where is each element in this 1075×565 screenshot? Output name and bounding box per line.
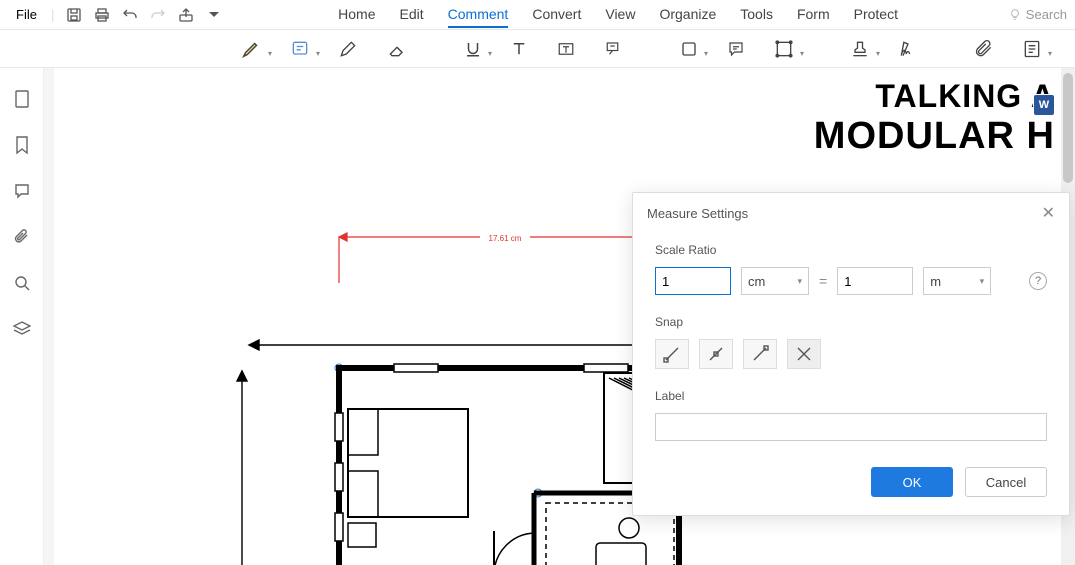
snap-path-button[interactable] <box>743 339 777 369</box>
tab-tools[interactable]: Tools <box>740 2 773 28</box>
highlighter-icon[interactable]: ▾ <box>240 36 262 62</box>
thumbnails-icon[interactable] <box>11 88 33 110</box>
comments-icon[interactable] <box>11 180 33 202</box>
tab-comment[interactable]: Comment <box>448 2 509 28</box>
scroll-thumb[interactable] <box>1063 73 1073 183</box>
tab-view[interactable]: View <box>605 2 635 28</box>
manage-comments-icon[interactable]: ▾ <box>1022 36 1042 62</box>
scale-value-1-input[interactable] <box>655 267 731 295</box>
search-area[interactable]: Search <box>1008 7 1067 22</box>
top-bar: File | Home Edit Comment Convert View Or… <box>0 0 1075 30</box>
dialog-titlebar[interactable]: Measure Settings ✕ <box>633 193 1069 233</box>
scale-unit-1-select[interactable]: cm▾ <box>741 267 809 295</box>
lightbulb-icon <box>1008 8 1022 22</box>
search-placeholder: Search <box>1026 7 1067 22</box>
measure-label: 17.61 cm <box>489 234 522 243</box>
floor-plan: 17.61 cm <box>184 153 704 565</box>
attachments-icon[interactable] <box>11 226 33 248</box>
print-icon[interactable] <box>90 3 114 27</box>
measure-settings-dialog: Measure Settings ✕ Scale Ratio cm▾ = m▾ … <box>632 192 1070 516</box>
tab-convert[interactable]: Convert <box>532 2 581 28</box>
measure-icon[interactable]: ▾ <box>774 36 794 62</box>
document-heading: TALKING A MODULAR H <box>814 78 1055 158</box>
pencil-icon[interactable] <box>338 36 358 62</box>
underline-icon[interactable]: ▾ <box>464 36 482 62</box>
snap-intersection-button[interactable] <box>787 339 821 369</box>
snap-label: Snap <box>655 315 1047 329</box>
tool-bar: ▾ ▾ ▾ ▾ ▾ ▾ <box>0 30 1075 68</box>
unit-1-value: cm <box>748 274 765 289</box>
eraser-icon[interactable] <box>386 36 408 62</box>
label-input[interactable] <box>655 413 1047 441</box>
tab-protect[interactable]: Protect <box>854 2 898 28</box>
signature-icon[interactable] <box>898 36 918 62</box>
main-tabs: Home Edit Comment Convert View Organize … <box>228 2 1007 28</box>
save-icon[interactable] <box>62 3 86 27</box>
scale-value-2-input[interactable] <box>837 267 913 295</box>
word-export-badge[interactable]: W <box>1033 94 1055 116</box>
snap-endpoint-button[interactable] <box>655 339 689 369</box>
stamp-icon[interactable]: ▾ <box>850 36 870 62</box>
equals-sign: = <box>819 273 827 289</box>
text-icon[interactable] <box>510 36 528 62</box>
unit-2-value: m <box>930 274 941 289</box>
snap-midpoint-button[interactable] <box>699 339 733 369</box>
shape-icon[interactable]: ▾ <box>680 36 698 62</box>
undo-icon[interactable] <box>118 3 142 27</box>
ok-button[interactable]: OK <box>871 467 953 497</box>
cancel-button[interactable]: Cancel <box>965 467 1047 497</box>
tab-organize[interactable]: Organize <box>659 2 716 28</box>
left-sidebar <box>0 68 44 565</box>
dialog-title: Measure Settings <box>647 206 748 221</box>
note-icon[interactable]: ▾ <box>290 36 310 62</box>
share-icon[interactable] <box>174 3 198 27</box>
tab-edit[interactable]: Edit <box>400 2 424 28</box>
bookmark-icon[interactable] <box>11 134 33 156</box>
tab-home[interactable]: Home <box>338 2 375 28</box>
scale-ratio-label: Scale Ratio <box>655 243 1047 257</box>
heading-line-1: TALKING A <box>814 78 1055 115</box>
layers-icon[interactable] <box>11 318 33 340</box>
callout-icon[interactable] <box>604 36 624 62</box>
separator: | <box>51 7 54 22</box>
redo-icon[interactable] <box>146 3 170 27</box>
label-label: Label <box>655 389 1047 403</box>
attachment-icon[interactable] <box>974 36 994 62</box>
tab-form[interactable]: Form <box>797 2 830 28</box>
scale-unit-2-select[interactable]: m▾ <box>923 267 991 295</box>
close-icon[interactable]: ✕ <box>1042 203 1055 223</box>
comment-icon[interactable] <box>726 36 746 62</box>
search-icon[interactable] <box>11 272 33 294</box>
more-icon[interactable] <box>202 3 226 27</box>
heading-line-2: MODULAR H <box>814 115 1055 158</box>
help-icon[interactable]: ? <box>1029 272 1047 290</box>
textbox-icon[interactable] <box>556 36 576 62</box>
file-menu[interactable]: File <box>8 3 45 26</box>
